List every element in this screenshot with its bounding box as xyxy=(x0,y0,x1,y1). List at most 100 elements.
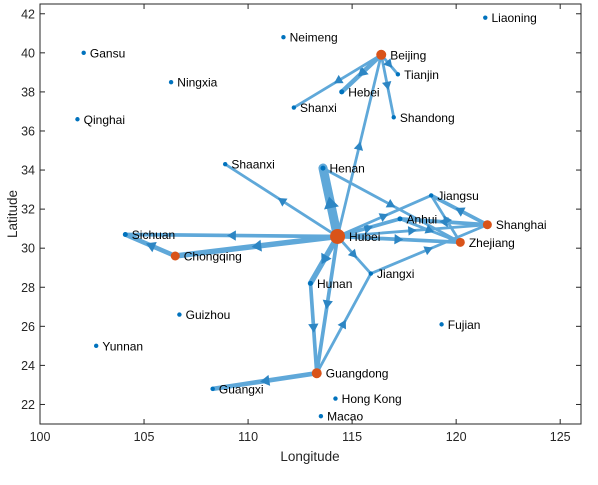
x-tick-label: 120 xyxy=(446,430,467,444)
node-guangxi xyxy=(210,386,215,392)
y-tick-label: 24 xyxy=(21,359,35,373)
node-label-tianjin: Tianjin xyxy=(404,68,439,82)
y-tick-label: 28 xyxy=(21,281,35,295)
node-label-zhejiang: Zhejiang xyxy=(469,236,515,250)
node-label-jiangxi: Jiangxi xyxy=(377,267,414,281)
edge-arrow-beijing-shanxi xyxy=(333,74,344,84)
node-hebei xyxy=(339,89,345,95)
node-tianjin xyxy=(395,72,401,77)
edge-arrow-guangdong-guangxi xyxy=(260,374,271,386)
x-tick-label: 125 xyxy=(550,430,571,444)
x-tick-label: 105 xyxy=(134,430,155,444)
node-label-jiangsu: Jiangsu xyxy=(437,189,478,203)
edge-arrow-guangdong-jiangxi xyxy=(337,319,346,330)
edge-arrow-hubei-zhejiang xyxy=(394,234,404,245)
node-label-chongqing: Chongqing xyxy=(184,250,242,264)
node-gansu xyxy=(81,50,86,56)
node-zhejiang xyxy=(455,237,465,247)
node-label-henan: Henan xyxy=(329,162,364,176)
node-label-hubei: Hubei xyxy=(349,230,380,244)
axis-ticks: 100 105 110 115 120 125 22 24 26 28 30 32 34 36 38 40 42 xyxy=(21,4,581,444)
edge-arrow-beijing-tianjin xyxy=(383,58,393,68)
node-sichuan xyxy=(122,232,128,238)
node-label-hong-kong: Hong Kong xyxy=(342,392,402,406)
node-label-guangxi: Guangxi xyxy=(219,382,264,396)
edge-arrow-hubei-guangdong xyxy=(322,299,333,310)
node-label-ningxia: Ningxia xyxy=(177,76,217,90)
node-neimeng xyxy=(281,35,286,40)
y-tick-label: 36 xyxy=(21,124,35,138)
node-label-shaanxi: Shaanxi xyxy=(231,158,274,172)
node-label-yunnan: Yunnan xyxy=(102,339,143,353)
node-label-shanghai: Shanghai xyxy=(496,218,547,232)
node-label-qinghai: Qinghai xyxy=(84,113,125,127)
edge-arrow-henan-zhejiang xyxy=(385,199,396,208)
plot-area-frame xyxy=(39,3,582,425)
edge-arrow-beijing-shandong xyxy=(381,80,392,91)
y-tick-label: 34 xyxy=(21,164,35,178)
edge-arrow-jiangxi-shanghai xyxy=(423,246,433,256)
edge-arrow-hubei-beijing xyxy=(353,141,364,151)
edge-arrow-hubei-jiangsu xyxy=(378,213,389,222)
y-axis-label: Latitude xyxy=(5,190,20,238)
node-label-hunan: Hunan xyxy=(317,277,352,291)
x-axis-label: Longitude xyxy=(280,449,339,464)
edge-arrow-hubei-sichuan xyxy=(227,230,236,241)
node-chongqing xyxy=(170,251,180,261)
node-shanghai xyxy=(482,220,492,230)
node-jiangxi xyxy=(368,271,374,276)
node-label-gansu: Gansu xyxy=(90,46,125,60)
node-qinghai xyxy=(75,117,80,122)
node-label-layer: Liaoning Neimeng Beijing Gansu Tianjin Ningxi… xyxy=(84,11,547,424)
node-label-neimeng: Neimeng xyxy=(290,31,338,45)
x-tick-label: 100 xyxy=(30,430,51,444)
node-henan xyxy=(320,165,326,171)
node-guangdong xyxy=(311,368,322,379)
node-hubei xyxy=(330,228,346,244)
node-layer xyxy=(75,15,492,419)
y-tick-label: 30 xyxy=(21,242,35,256)
node-anhui xyxy=(397,216,403,222)
node-ningxia xyxy=(168,79,174,85)
edge-arrow-hubei-henan xyxy=(324,196,339,210)
node-shaanxi xyxy=(222,161,228,167)
edge-arrow-hubei-jiangxi xyxy=(347,248,358,259)
y-tick-label: 42 xyxy=(21,7,35,21)
node-label-hebei: Hebei xyxy=(348,85,379,99)
node-label-shanxi: Shanxi xyxy=(300,101,337,115)
node-label-sichuan: Sichuan xyxy=(132,228,175,242)
edge-arrow-shanghai-jiangsu xyxy=(455,207,466,217)
y-tick-label: 26 xyxy=(21,320,35,334)
x-tick-label: 110 xyxy=(238,430,258,444)
y-tick-label: 38 xyxy=(21,85,35,99)
node-shanxi xyxy=(291,105,297,110)
edge-layer xyxy=(123,52,490,392)
node-label-macao: Macao xyxy=(327,410,363,424)
node-fujian xyxy=(439,322,444,327)
node-label-beijing: Beijing xyxy=(390,48,426,62)
x-tick-label: 115 xyxy=(342,430,362,444)
node-shandong xyxy=(391,115,396,120)
node-beijing xyxy=(376,49,387,60)
node-label-guizhou: Guizhou xyxy=(186,308,231,322)
y-tick-label: 32 xyxy=(21,203,35,217)
node-yunnan xyxy=(93,343,99,349)
node-liaoning xyxy=(483,15,488,20)
edge-arrow-chongqing-sichuan xyxy=(146,241,157,253)
node-label-fujian: Fujian xyxy=(448,318,481,332)
node-label-anhui: Anhui xyxy=(406,212,437,226)
y-tick-label: 40 xyxy=(21,46,35,60)
y-tick-label: 22 xyxy=(21,398,35,412)
node-jiangsu xyxy=(428,193,434,198)
node-label-liaoning: Liaoning xyxy=(491,11,536,25)
edge-arrow-hubei-shaanxi xyxy=(277,198,288,207)
node-macao xyxy=(318,413,324,419)
edge-arrow-hubei-anhui xyxy=(363,223,374,234)
edge-arrow-anhui-zhejiang xyxy=(424,224,435,234)
edge-arrow-hubei-chongqing xyxy=(251,239,262,252)
edge-arrow-zhejiang-jiangsu xyxy=(443,215,453,225)
edge-arrow-hunan-guangdong xyxy=(308,323,319,333)
node-guizhou xyxy=(177,312,182,317)
edge-arrow-hubei-shanghai xyxy=(407,226,417,236)
